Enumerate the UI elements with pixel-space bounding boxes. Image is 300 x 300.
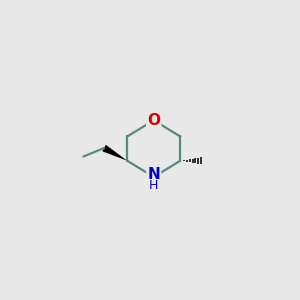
Polygon shape [102,145,127,161]
Text: O: O [147,113,160,128]
Text: H: H [149,179,158,192]
Text: N: N [147,167,160,182]
